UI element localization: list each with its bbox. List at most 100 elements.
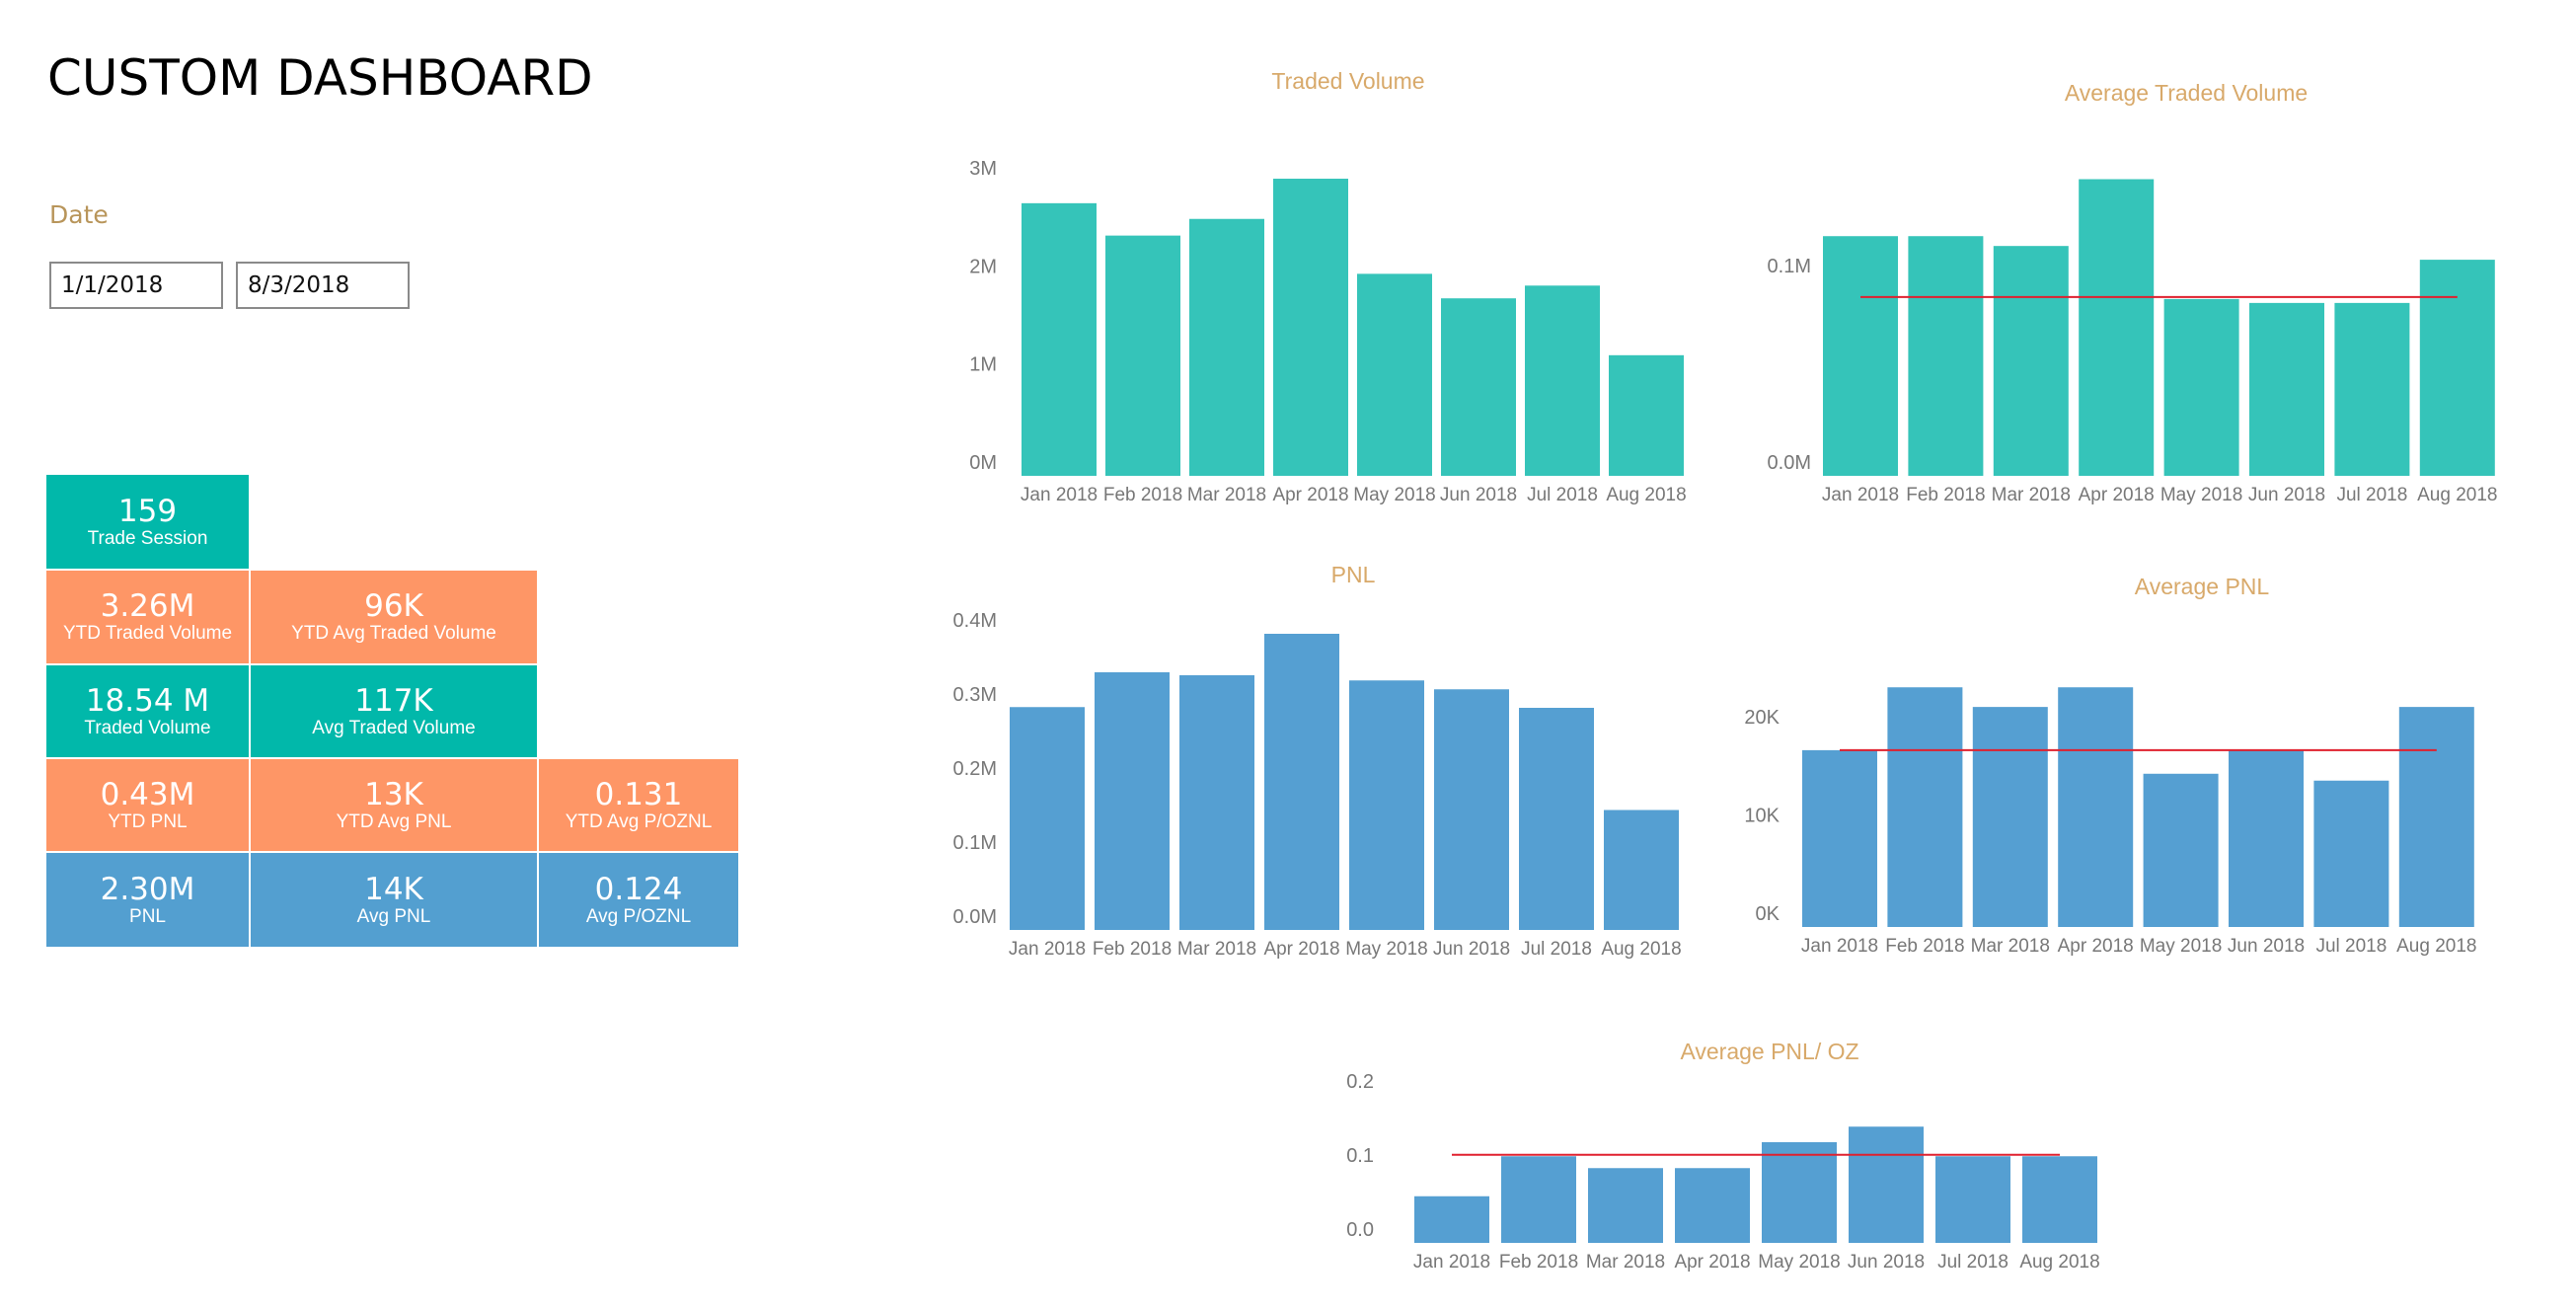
bar-jul-2018[interactable] [2313, 780, 2389, 927]
y-tick-label: 3M [969, 158, 997, 180]
bar-apr-2018[interactable] [2079, 179, 2155, 476]
x-tick-label: Jun 2018 [2248, 485, 2325, 505]
kpi-tile-traded-volume[interactable]: 18.54 M Traded Volume [46, 665, 249, 757]
kpi-label: Avg PNL [356, 905, 431, 927]
x-tick-label: May 2018 [1345, 939, 1427, 960]
kpi-value: 0.131 [594, 776, 683, 812]
x-tick-label: Feb 2018 [1103, 485, 1182, 505]
chart-title: Average PNL/ OZ [1680, 1039, 1858, 1064]
x-tick-label: Mar 2018 [1992, 485, 2071, 505]
kpi-label: Trade Session [87, 527, 208, 549]
kpi-value: 117K [354, 682, 433, 719]
bar-may-2018[interactable] [1762, 1142, 1837, 1243]
y-tick-label: 0.3M [953, 684, 997, 706]
x-tick-label: Apr 2018 [1272, 485, 1348, 505]
bar-jan-2018[interactable] [1010, 707, 1085, 930]
bar-jun-2018[interactable] [2229, 749, 2304, 927]
bar-mar-2018[interactable] [1993, 246, 2069, 476]
bar-jul-2018[interactable] [1525, 285, 1600, 476]
bar-jul-2018[interactable] [1935, 1156, 2010, 1243]
bar-apr-2018[interactable] [1675, 1168, 1750, 1243]
x-tick-label: Jan 2018 [1801, 936, 1878, 957]
bar-may-2018[interactable] [1357, 273, 1432, 476]
kpi-value: 159 [117, 493, 178, 529]
bar-aug-2018[interactable] [2022, 1156, 2097, 1243]
bar-feb-2018[interactable] [1908, 236, 1984, 476]
kpi-tile-avg-traded-volume[interactable]: 117K Avg Traded Volume [251, 665, 537, 757]
bar-may-2018[interactable] [1349, 680, 1424, 930]
start-date-input[interactable] [49, 262, 223, 309]
x-tick-label: Jun 2018 [1848, 1252, 1925, 1273]
bar-feb-2018[interactable] [1501, 1156, 1576, 1243]
bar-jul-2018[interactable] [2334, 302, 2410, 476]
x-tick-label: Aug 2018 [2019, 1252, 2099, 1273]
chart-traded-volume: Traded Volume 0M 1M 2M 3M Jan 2018 Feb 2018 Mar… [969, 68, 1686, 505]
kpi-tile-ytd-avg-p-oznl[interactable]: 0.131 YTD Avg P/OZNL [539, 759, 738, 851]
bar-mar-2018[interactable] [1588, 1168, 1663, 1243]
bar-mar-2018[interactable] [1972, 707, 2048, 927]
x-tick-label: Jul 2018 [2336, 485, 2407, 505]
bar-jul-2018[interactable] [1519, 708, 1594, 930]
bar-mar-2018[interactable] [1189, 218, 1264, 476]
x-tick-label: Jan 2018 [1822, 485, 1899, 505]
kpi-tile-trade-session[interactable]: 159 Trade Session [46, 475, 249, 569]
x-tick-label: Jul 2018 [2315, 936, 2387, 957]
bar-jan-2018[interactable] [1414, 1196, 1489, 1243]
y-tick-label: 0.0 [1346, 1219, 1374, 1241]
bar-may-2018[interactable] [2143, 773, 2219, 927]
bar-may-2018[interactable] [2163, 298, 2239, 476]
bar-apr-2018[interactable] [1273, 179, 1348, 476]
kpi-value: 0.43M [100, 776, 195, 812]
kpi-tile-ytd-traded-volume[interactable]: 3.26M YTD Traded Volume [46, 571, 249, 663]
x-tick-label: Jan 2018 [1009, 939, 1086, 960]
chart-average-pnl-oz: Average PNL/ OZ 0.0 0.1 0.2 Jan 2018 Feb 2018… [1346, 1039, 2099, 1273]
bar-aug-2018[interactable] [1604, 810, 1679, 931]
bar-jan-2018[interactable] [1802, 749, 1877, 927]
x-tick-label: Jun 2018 [1433, 939, 1510, 960]
kpi-label: Traded Volume [84, 717, 211, 738]
x-tick-label: Feb 2018 [1885, 936, 1964, 957]
bar-feb-2018[interactable] [1095, 672, 1170, 930]
kpi-tile-ytd-avg-pnl[interactable]: 13K YTD Avg PNL [251, 759, 537, 851]
bar-mar-2018[interactable] [1179, 675, 1254, 930]
end-date-input[interactable] [236, 262, 410, 309]
x-tick-label: Apr 2018 [2058, 936, 2134, 957]
x-tick-label: Jul 2018 [1527, 485, 1598, 505]
bar-jan-2018[interactable] [1022, 202, 1097, 476]
y-tick-label: 0K [1756, 903, 1780, 925]
kpi-tile-ytd-pnl[interactable]: 0.43M YTD PNL [46, 759, 249, 851]
x-tick-label: Jan 2018 [1021, 485, 1098, 505]
bar-apr-2018[interactable] [1264, 634, 1339, 930]
chart-title: Traded Volume [1271, 68, 1424, 94]
bar-aug-2018[interactable] [2419, 260, 2495, 476]
bar-jan-2018[interactable] [1823, 236, 1898, 476]
kpi-label: YTD Avg Traded Volume [291, 623, 496, 644]
bar-feb-2018[interactable] [1105, 235, 1180, 476]
x-tick-label: Aug 2018 [1601, 939, 1681, 960]
bar-jun-2018[interactable] [2249, 302, 2324, 476]
y-tick-label: 0.0M [953, 906, 997, 928]
kpi-tile-avg-p-oznl[interactable]: 0.124 Avg P/OZNL [539, 853, 738, 947]
kpi-label: YTD PNL [108, 810, 188, 832]
chart-title: PNL [1331, 562, 1376, 587]
x-tick-label: Aug 2018 [2417, 485, 2497, 505]
x-tick-label: Jul 2018 [1937, 1252, 2008, 1273]
x-tick-label: Feb 2018 [1906, 485, 1985, 505]
bar-aug-2018[interactable] [2398, 707, 2474, 927]
bar-jun-2018[interactable] [1434, 689, 1509, 930]
bar-feb-2018[interactable] [1887, 687, 1963, 927]
kpi-tile-avg-pnl[interactable]: 14K Avg PNL [251, 853, 537, 947]
kpi-value: 18.54 M [85, 682, 210, 719]
bar-apr-2018[interactable] [2058, 687, 2134, 927]
kpi-tile-pnl[interactable]: 2.30M PNL [46, 853, 249, 947]
bar-jun-2018[interactable] [1849, 1126, 1924, 1243]
bar-jun-2018[interactable] [1441, 298, 1516, 476]
kpi-label: YTD Avg PNL [336, 810, 452, 832]
bar-aug-2018[interactable] [1609, 354, 1684, 476]
x-tick-label: Feb 2018 [1499, 1252, 1578, 1273]
y-tick-label: 0.1M [953, 832, 997, 854]
kpi-tile-ytd-avg-traded-volume[interactable]: 96K YTD Avg Traded Volume [251, 571, 537, 663]
x-tick-label: Feb 2018 [1093, 939, 1172, 960]
